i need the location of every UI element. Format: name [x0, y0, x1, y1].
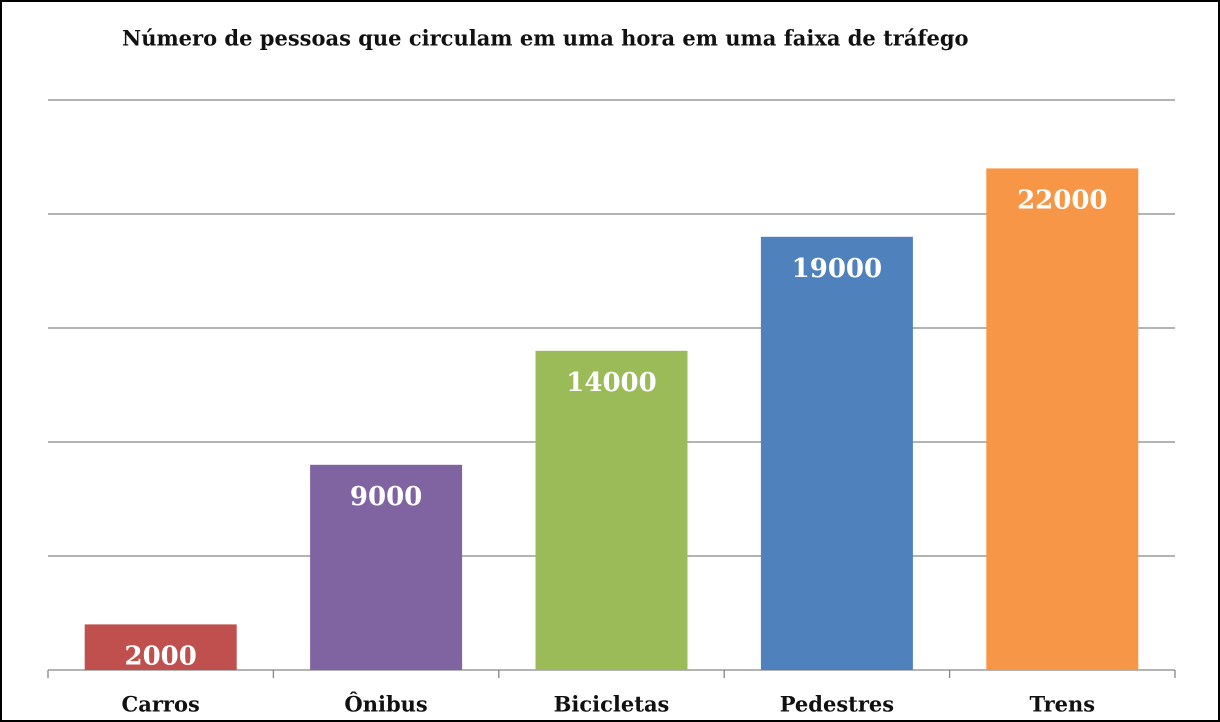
- bar: [535, 350, 688, 670]
- bar: [84, 624, 237, 670]
- x-tick-label: Carros: [122, 692, 200, 717]
- data-label: 19000: [792, 254, 882, 284]
- x-tick-label: Pedestres: [780, 692, 894, 717]
- x-tick-label: Ônibus: [344, 692, 427, 717]
- bar: [986, 168, 1139, 670]
- x-tick-label: Bicicletas: [554, 692, 670, 717]
- data-label: 22000: [1017, 185, 1107, 215]
- data-label: 9000: [350, 482, 422, 512]
- data-label: 14000: [566, 368, 656, 398]
- bar: [760, 236, 913, 671]
- chart-title: Número de pessoas que circulam em uma ho…: [122, 26, 969, 51]
- x-tick-label: Trens: [1029, 692, 1095, 717]
- bar: [310, 464, 463, 670]
- data-label: 2000: [125, 641, 197, 671]
